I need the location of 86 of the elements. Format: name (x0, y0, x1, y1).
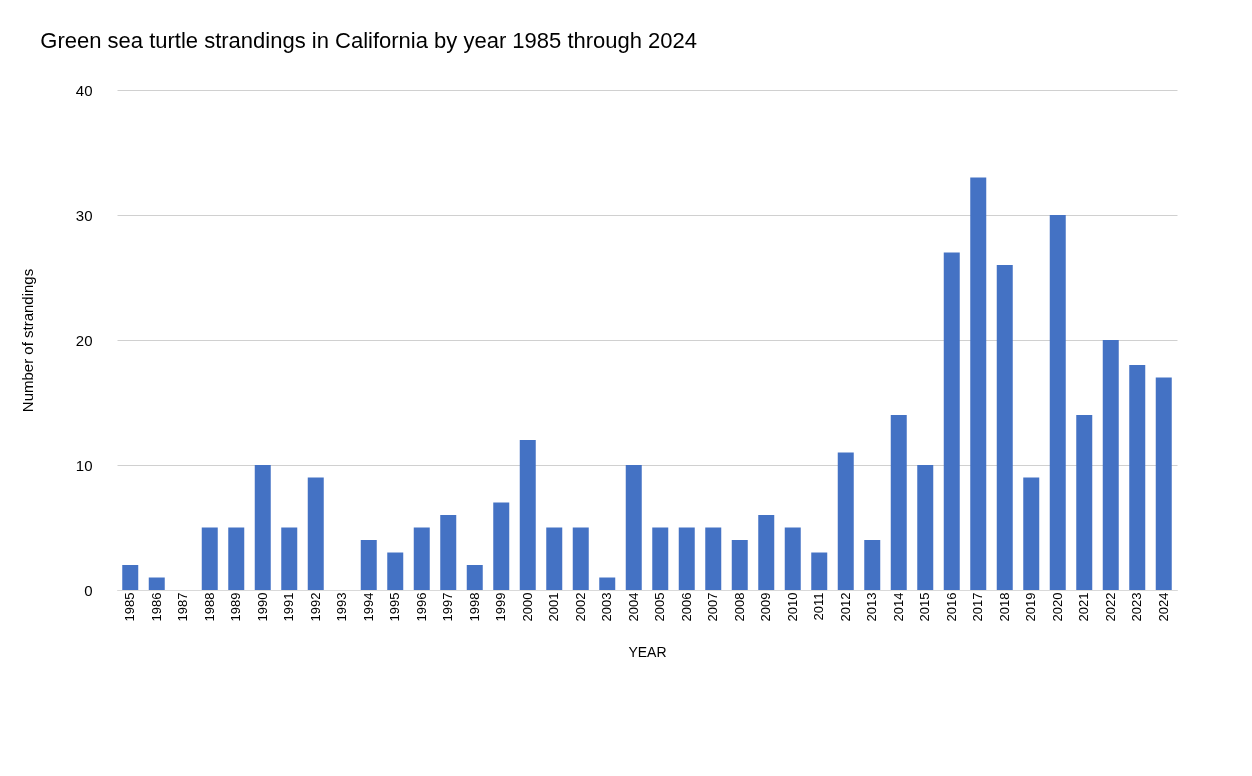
y-tick-label: 0 (84, 581, 93, 599)
x-tick-label: 2016 (943, 592, 959, 622)
y-tick-label: 10 (75, 456, 93, 474)
bar (731, 540, 748, 590)
bar (519, 440, 536, 590)
x-tick-label: 2000 (519, 592, 535, 622)
x-tick-label: 1999 (493, 592, 509, 622)
x-tick-label: 2003 (599, 592, 615, 622)
chart-title: Green sea turtle strandings in California by year 1985 through 2024 (40, 28, 698, 53)
y-axis-title: Number of strandings (18, 268, 36, 413)
bar (758, 515, 775, 590)
bar (148, 577, 165, 590)
x-tick-label: 2008 (731, 592, 747, 622)
x-axis-title: YEAR (628, 644, 667, 661)
bar (1076, 415, 1093, 590)
bar (996, 265, 1013, 590)
x-tick-label: 1991 (281, 592, 297, 622)
x-tick-label: 2024 (1155, 592, 1171, 622)
x-tick-label: 2011 (811, 592, 827, 621)
x-tick-label: 2023 (1129, 592, 1145, 622)
x-tick-label: 1997 (440, 592, 456, 622)
bar (387, 552, 404, 590)
bar (201, 527, 218, 590)
bar (943, 252, 960, 590)
bar (307, 477, 324, 590)
bar (493, 502, 510, 590)
bar (705, 527, 722, 590)
x-tick-label: 1996 (413, 592, 429, 622)
x-tick-label: 2021 (1076, 592, 1092, 622)
bar (678, 527, 695, 590)
bar (413, 527, 430, 590)
bar (440, 515, 457, 590)
bar (360, 540, 377, 590)
x-tick-label: 1985 (122, 592, 138, 622)
x-tick-label: 1990 (254, 592, 270, 622)
x-tick-label: 2014 (890, 592, 906, 622)
x-tick-label: 2001 (546, 592, 562, 622)
x-tick-label: 2022 (1102, 592, 1118, 622)
bar (1129, 365, 1146, 590)
bar (917, 465, 934, 590)
x-tick-label: 2005 (652, 592, 668, 622)
x-tick-label: 1993 (334, 592, 350, 622)
x-tick-label: 1988 (201, 592, 217, 622)
y-tick-label: 20 (75, 331, 93, 349)
x-tick-label: 2019 (1023, 592, 1039, 622)
bar (122, 565, 139, 590)
x-tick-label: 2020 (1049, 592, 1065, 622)
bar (890, 415, 907, 590)
x-tick-label: 2018 (996, 592, 1012, 622)
x-tick-label: 2006 (678, 592, 694, 622)
bar (1023, 477, 1040, 590)
x-tick-label: 1994 (360, 592, 376, 622)
bar (281, 527, 298, 590)
x-tick-label: 2007 (705, 592, 721, 622)
x-tick-label: 2002 (572, 592, 588, 622)
bar (811, 552, 828, 590)
x-tick-label: 2015 (917, 592, 933, 622)
x-tick-label: 1995 (387, 592, 403, 622)
x-tick-label: 2010 (784, 592, 800, 622)
x-tick-label: 1989 (228, 592, 244, 622)
x-tick-label: 2013 (864, 592, 880, 622)
bar (970, 177, 987, 590)
x-tick-label: 1992 (307, 592, 323, 622)
bar (546, 527, 563, 590)
bar (599, 577, 616, 590)
bar (864, 540, 881, 590)
x-tick-label: 2012 (837, 592, 853, 622)
y-tick-label: 40 (75, 81, 93, 99)
y-tick-label: 30 (75, 206, 93, 224)
bar (572, 527, 589, 590)
x-tick-label: 2004 (625, 592, 641, 622)
bar (466, 565, 483, 590)
x-tick-label: 1998 (466, 592, 482, 622)
x-tick-label: 1987 (175, 592, 191, 622)
bar (1049, 215, 1066, 590)
bar (625, 465, 642, 590)
bar (254, 465, 271, 590)
bar (228, 527, 245, 590)
x-tick-label: 1986 (148, 592, 164, 622)
x-tick-label: 2017 (970, 592, 986, 622)
bar (652, 527, 669, 590)
bar (784, 527, 801, 590)
bar (1155, 377, 1172, 590)
bar (837, 452, 854, 590)
bar (1102, 340, 1119, 590)
x-tick-label: 2009 (758, 592, 774, 622)
